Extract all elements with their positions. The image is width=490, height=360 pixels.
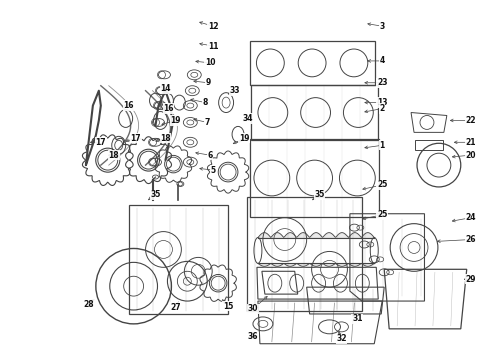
Text: 16: 16 [123,101,134,110]
Text: 8: 8 [202,98,208,107]
Text: 36: 36 [248,332,258,341]
Text: 32: 32 [336,334,347,343]
Text: 26: 26 [466,235,476,244]
Text: 13: 13 [377,98,388,107]
Text: 9: 9 [206,78,211,87]
Text: 2: 2 [380,104,385,113]
Text: 31: 31 [352,314,363,323]
Bar [250,41,375,85]
Text: 35: 35 [150,190,161,199]
Text: 5: 5 [211,166,216,175]
Text: 22: 22 [466,116,476,125]
Text: 18: 18 [160,134,171,143]
Text: 10: 10 [205,58,216,67]
Text: 18: 18 [108,151,119,160]
Text: 33: 33 [230,86,240,95]
Text: 17: 17 [96,138,106,147]
Text: 3: 3 [380,22,385,31]
Text: 19: 19 [239,134,249,143]
Text: 28: 28 [84,300,94,309]
Bar [247,197,362,311]
Text: 14: 14 [160,84,171,93]
Text: 27: 27 [170,302,181,311]
Text: 30: 30 [248,305,258,314]
Text: 23: 23 [377,78,388,87]
Text: 1: 1 [380,141,385,150]
Text: 25: 25 [377,210,388,219]
Text: 24: 24 [466,213,476,222]
Text: 21: 21 [466,138,476,147]
Bar [250,139,379,217]
Bar [251,85,378,140]
Text: 29: 29 [466,275,476,284]
Text: 12: 12 [208,22,219,31]
Text: 7: 7 [204,118,210,127]
Text: 19: 19 [170,116,181,125]
Text: 35: 35 [315,190,325,199]
Text: 15: 15 [223,302,233,311]
Text: 6: 6 [208,151,213,160]
Text: 17: 17 [130,134,141,143]
Text: 20: 20 [466,151,476,160]
Bar [415,140,443,150]
Bar [129,205,228,314]
Text: 16: 16 [163,104,173,113]
Text: 11: 11 [208,41,219,50]
Text: 34: 34 [243,114,253,123]
Text: 25: 25 [377,180,388,189]
Text: 4: 4 [380,57,385,66]
